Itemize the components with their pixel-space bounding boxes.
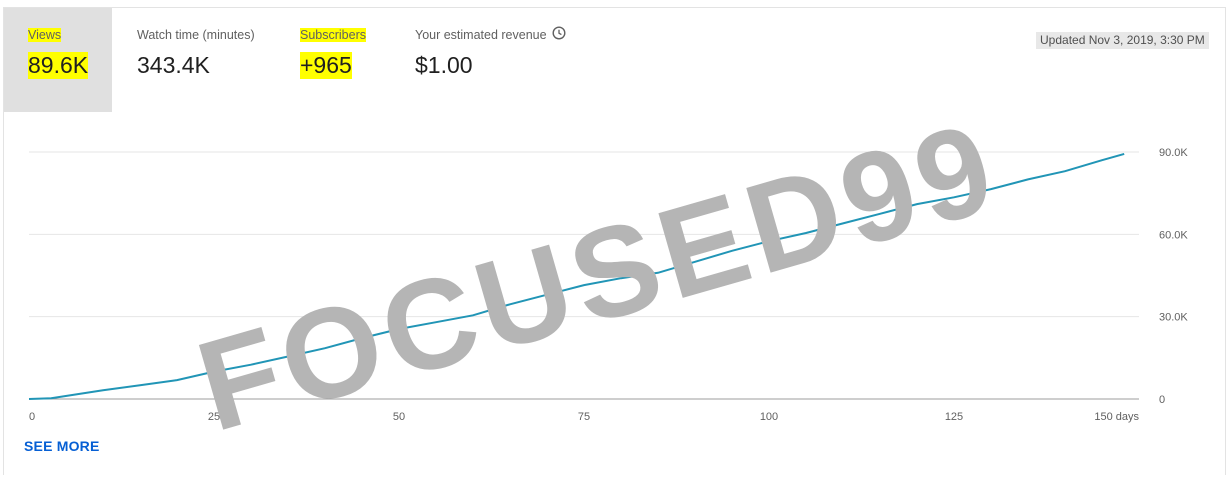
watch-time-value: 343.4K [137,52,210,78]
x-tick-label-5: 125 [945,411,963,423]
metric-tab-views[interactable]: Views 89.6K [4,8,112,112]
metric-tab-watch-time[interactable]: Watch time (minutes) 343.4K [112,8,276,112]
metric-tab-subscribers[interactable]: Subscribers +965 [276,8,390,112]
revenue-label: Your estimated revenue [415,28,547,42]
views-series-line [28,152,1125,400]
clock-icon[interactable] [552,26,566,43]
subscribers-label: Subscribers [300,28,366,42]
x-tick-label-3: 75 [578,411,590,423]
chart-grid [29,151,1139,400]
y-tick-label-3: 90.0K [1159,147,1188,159]
y-tick-label-1: 30.0K [1159,312,1188,324]
subscribers-value: +965 [300,52,352,79]
x-tick-label-1: 25 [208,411,220,423]
y-tick-label-2: 60.0K [1159,229,1188,241]
updated-timestamp: Updated Nov 3, 2019, 3:30 PM [1036,32,1209,49]
x-tick-label-6: 150 days [1094,411,1139,423]
metric-tab-revenue[interactable]: Your estimated revenue $1.00 [390,8,590,112]
x-tick-label-0: 0 [29,411,35,423]
see-more-link[interactable]: SEE MORE [24,438,100,454]
analytics-card: Views 89.6K Watch time (minutes) 343.4K … [3,7,1226,475]
revenue-label-wrap: Your estimated revenue [415,26,566,43]
chart-tick-labels: 0 30.0K 60.0K 90.0K 0 25 50 75 100 125 150 days [29,147,1188,423]
views-value: 89.6K [28,52,89,79]
revenue-value: $1.00 [415,52,473,78]
x-tick-label-4: 100 [760,411,778,423]
views-label: Views [28,28,62,42]
y-tick-label-0: 0 [1159,394,1165,406]
x-tick-label-2: 50 [393,411,405,423]
watch-time-label: Watch time (minutes) [137,28,255,42]
watermark-text: FOCUSED99 [183,95,1013,459]
